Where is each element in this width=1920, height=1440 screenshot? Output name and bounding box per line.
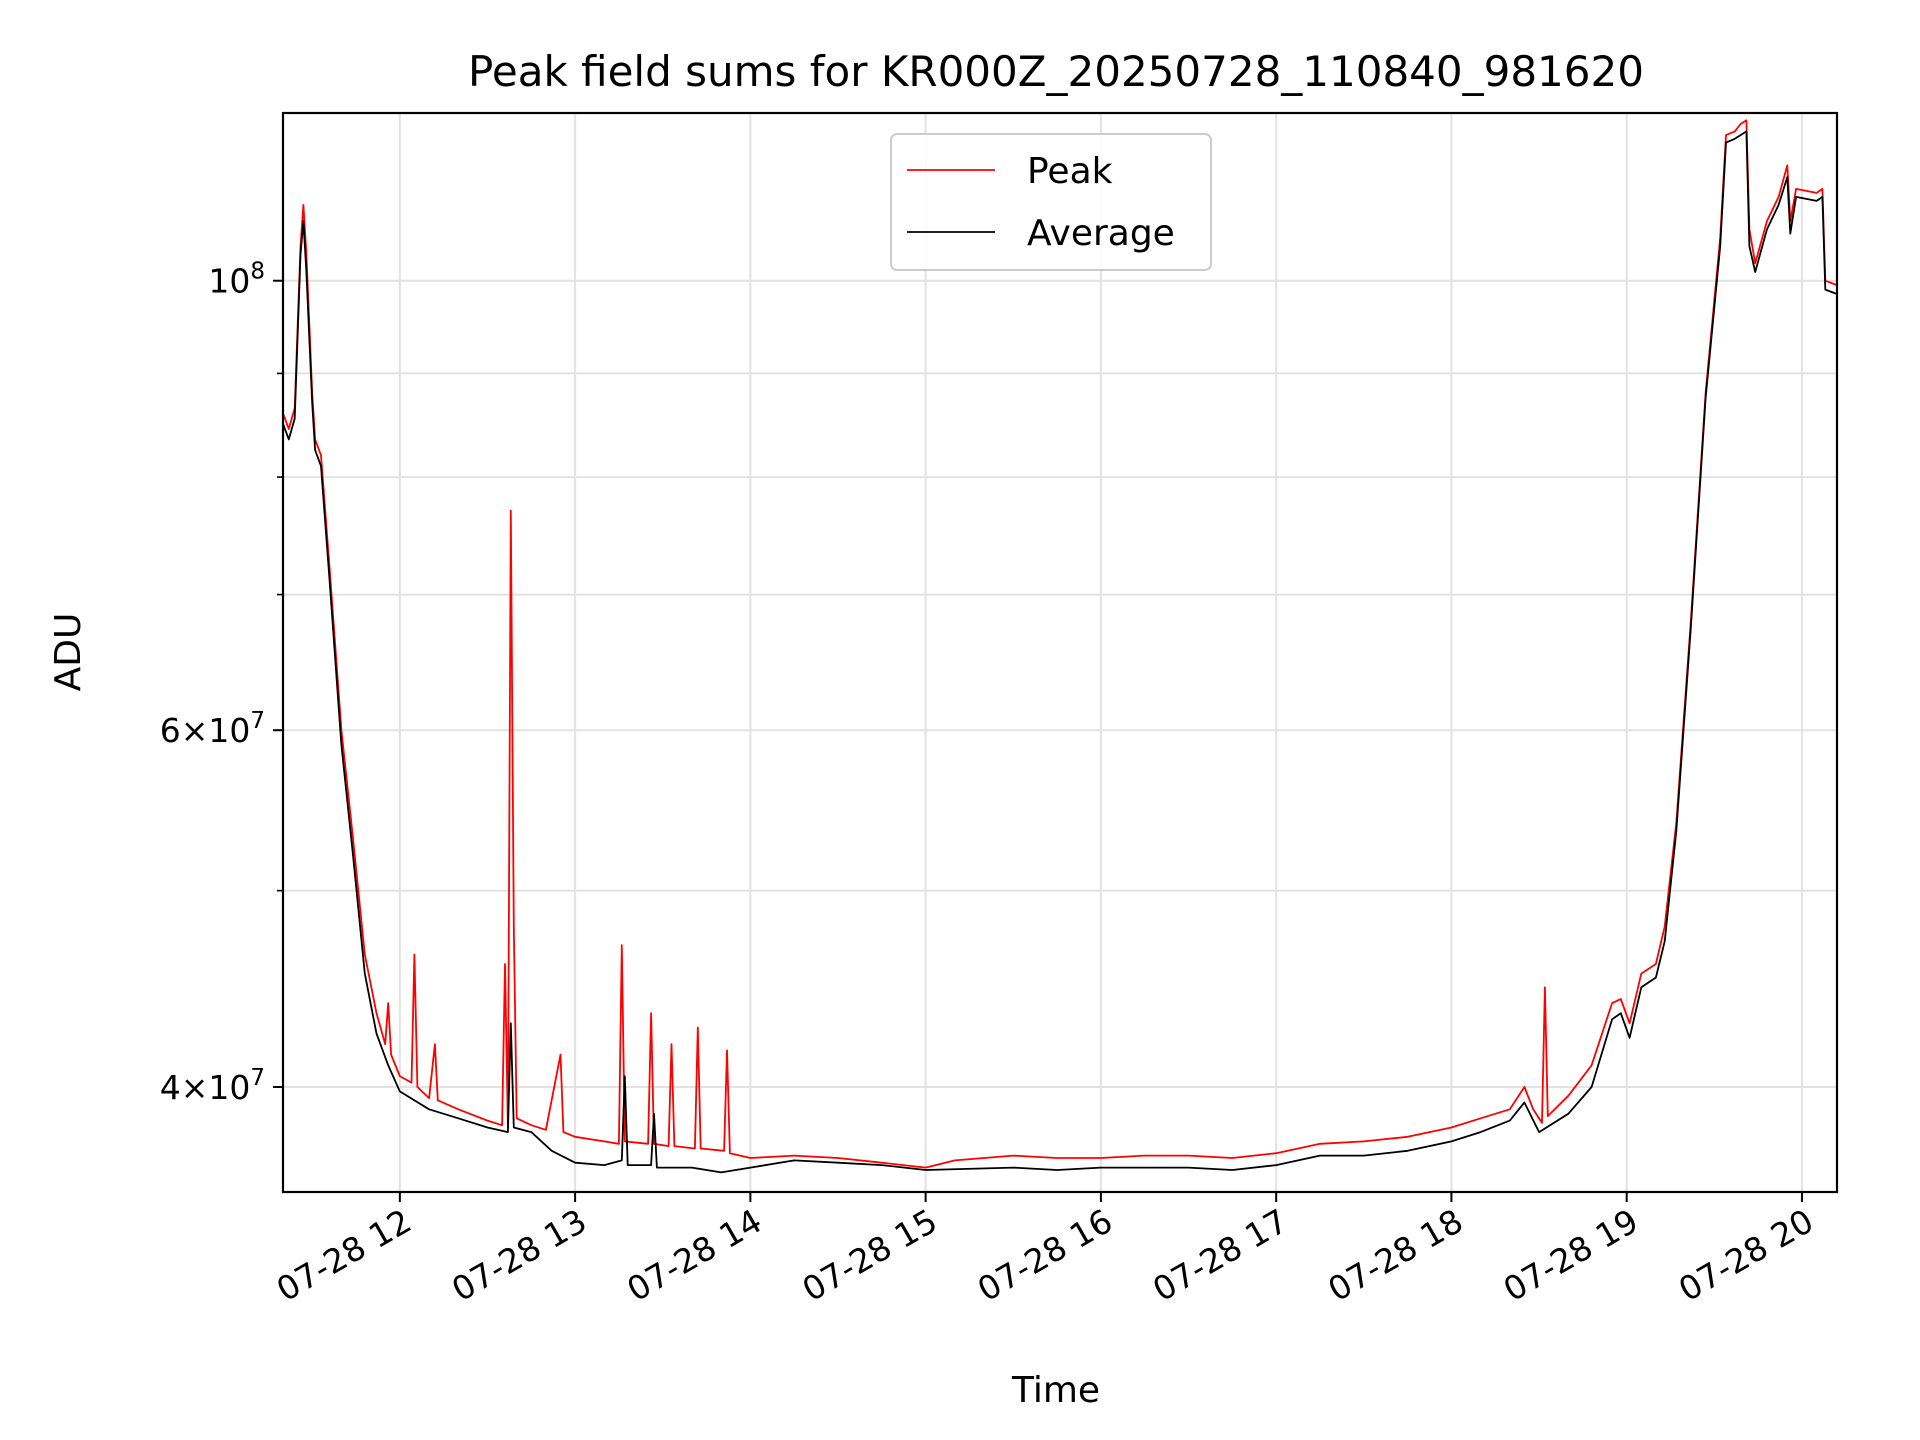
series-line-average [283, 130, 1837, 1174]
x-axis-label: Time [1011, 1370, 1100, 1411]
y-tick-base: 10 [208, 711, 250, 750]
y-tick-exponent: 7 [250, 708, 265, 734]
chart-title: Peak field sums for KR000Z_20250728_1108… [468, 47, 1644, 96]
y-axis-label: ADU [48, 613, 89, 692]
plot-frame [281, 111, 1839, 1194]
y-tick-label: 4×107 [160, 1065, 265, 1107]
grid [283, 113, 1837, 1192]
legend: Peak Average [890, 133, 1212, 271]
plot-area [283, 119, 1837, 1174]
y-tick-times: × [181, 1068, 209, 1107]
legend-label-peak: Peak [1027, 151, 1113, 192]
y-tick-mantissa: 6 [160, 711, 181, 750]
y-tick-times: × [181, 711, 209, 750]
y-tick-exponent: 8 [250, 259, 265, 285]
y-tick-label: 6×107 [160, 708, 265, 750]
legend-label-average: Average [1027, 213, 1175, 254]
y-tick-exponent: 7 [250, 1065, 265, 1091]
y-tick-base: 10 [208, 262, 250, 301]
y-tick-base: 10 [208, 1068, 250, 1107]
legend-box [890, 133, 1212, 271]
y-tick-label: 108 [208, 259, 265, 301]
y-tick-mantissa: 4 [160, 1068, 181, 1107]
